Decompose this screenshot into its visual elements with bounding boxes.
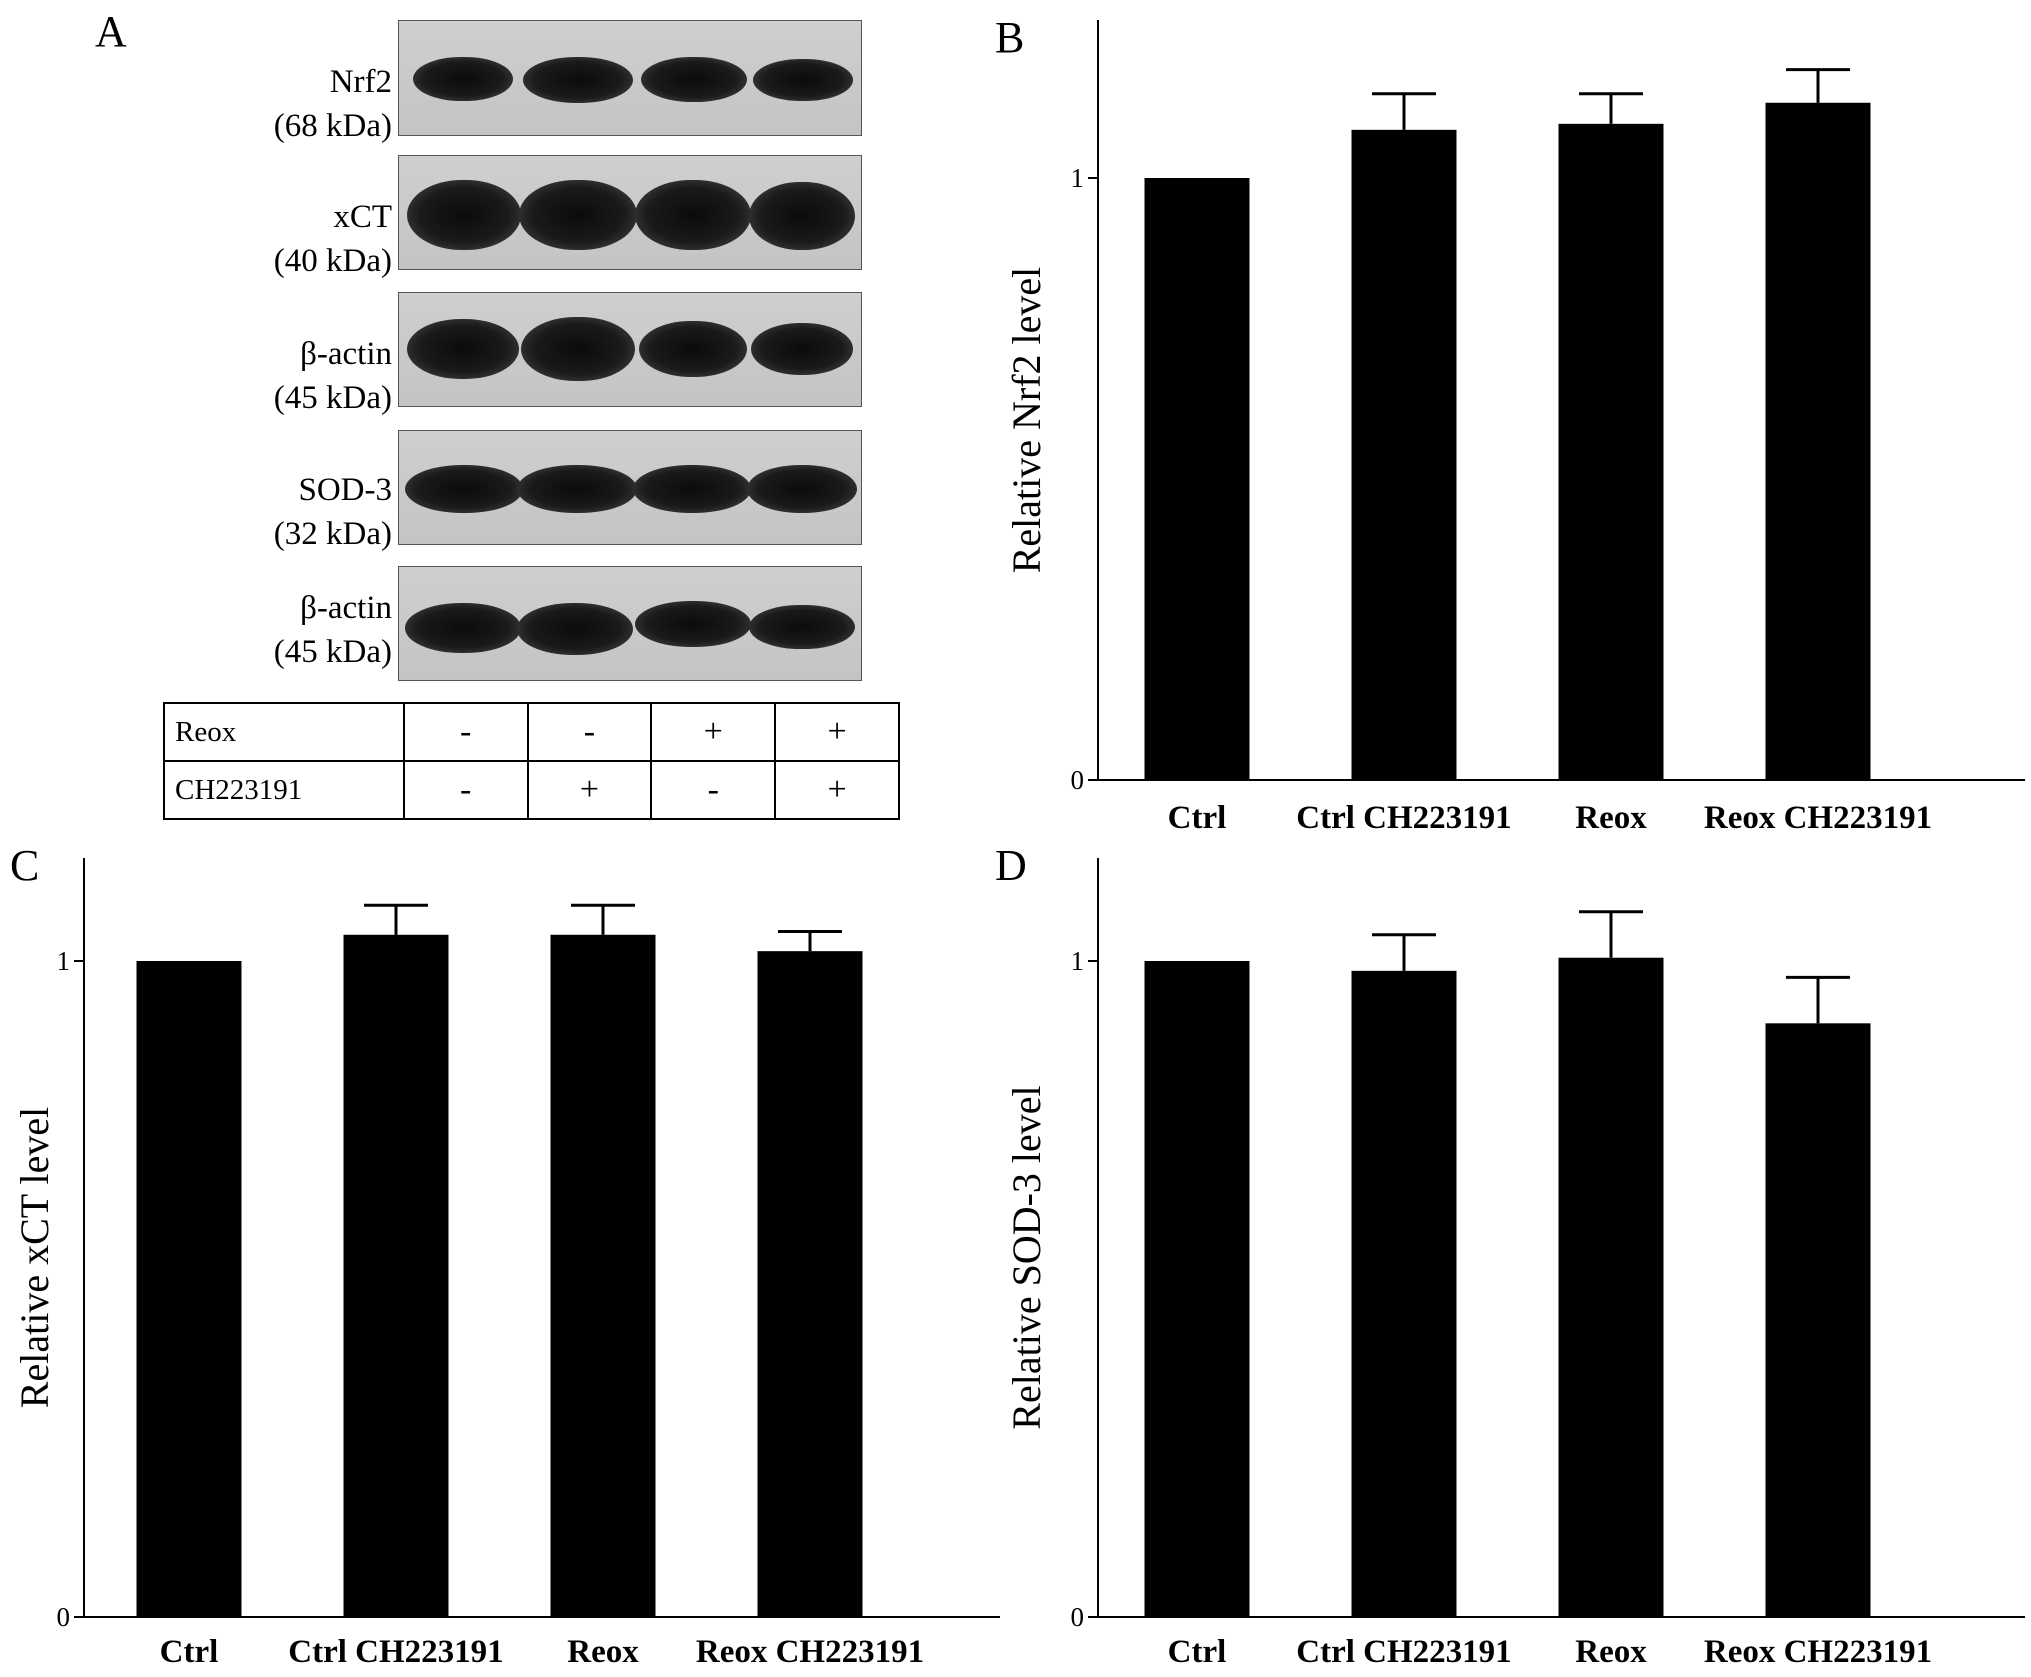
bar [1351, 129, 1457, 781]
x-tick-label: Ctrl CH223191 [1296, 1634, 1511, 1670]
bar [550, 934, 656, 1617]
bar [1765, 102, 1871, 780]
blot-band [749, 182, 855, 250]
y-tick-label: 0 [1071, 765, 1085, 795]
treatment-sign: + [526, 760, 653, 820]
y-axis-label: Relative xCT level [12, 1107, 57, 1408]
chart-d-sod3: 0 1 Relative SOD-3 level Ctrl Ctrl CH223191 R… [1004, 858, 2025, 1670]
blot-strip-sod3 [398, 430, 862, 545]
blot-band [519, 180, 637, 250]
x-tick-label: Reox [1575, 1634, 1647, 1670]
blot-label-sod3: SOD-3 (32 kDa) [127, 468, 392, 556]
panel-letter-c: C [10, 841, 40, 890]
y-tick-label: 1 [1071, 163, 1085, 193]
blot-strip-beta-actin-2 [398, 566, 862, 681]
blot-label-beta-actin-1: β-actin (45 kDa) [127, 332, 392, 420]
treatment-sign: + [774, 702, 900, 762]
panel-letter-b: B [995, 13, 1025, 62]
blot-strip-beta-actin-1 [398, 292, 862, 407]
treatment-sign: + [650, 702, 777, 762]
blot-strip-xct [398, 155, 862, 270]
y-tick-label: 1 [57, 946, 71, 976]
treatment-label: Reox [163, 702, 405, 762]
blot-band [641, 57, 747, 102]
blot-band [413, 57, 513, 101]
blot-molecular-weight: (45 kDa) [273, 634, 392, 670]
x-tick-label: Ctrl CH223191 [288, 1634, 503, 1670]
blot-label-beta-actin-2: β-actin (45 kDa) [127, 586, 392, 674]
panel-letter-d: D [995, 841, 1027, 890]
bar [136, 961, 242, 1617]
blot-band [521, 317, 635, 381]
blot-protein-name: SOD-3 [298, 472, 392, 508]
treatment-row-ch223191: CH223191 - + - + [163, 760, 900, 820]
blot-protein-name: β-actin [300, 336, 392, 372]
treatment-row-reox: Reox - - + + [163, 702, 900, 762]
y-tick-label: 1 [1071, 946, 1085, 976]
blot-molecular-weight: (45 kDa) [273, 380, 392, 416]
blot-band [633, 465, 751, 513]
blot-band [407, 319, 519, 379]
x-tick-label: Reox CH223191 [1704, 1634, 1932, 1670]
blot-band [747, 465, 857, 513]
blot-band [517, 465, 637, 513]
treatment-sign: - [526, 702, 653, 762]
y-axis-label: Relative Nrf2 level [1004, 267, 1049, 574]
bar [1765, 1023, 1871, 1617]
x-tick-label: Reox CH223191 [1704, 800, 1932, 836]
blot-band [635, 180, 751, 250]
treatment-sign: - [402, 760, 529, 820]
y-tick-label: 0 [57, 1602, 71, 1632]
blot-band [405, 465, 523, 513]
panel-letter-a: A [95, 7, 127, 56]
bar [343, 934, 449, 1617]
treatment-sign: - [650, 760, 777, 820]
blot-band [407, 180, 521, 250]
x-tick-label: Reox CH223191 [696, 1634, 924, 1670]
bar [1558, 957, 1664, 1617]
treatment-sign: + [774, 760, 900, 820]
x-tick-label: Ctrl [1168, 800, 1227, 836]
blot-band [523, 57, 633, 103]
blot-molecular-weight: (40 kDa) [273, 243, 392, 279]
x-tick-label: Ctrl [160, 1634, 219, 1670]
blot-band [635, 601, 751, 647]
blot-band [753, 59, 853, 101]
chart-c-xct: 0 1 Relative xCT level Ctrl Ctrl CH223191 Reo… [12, 858, 1000, 1670]
treatment-table: Reox - - + + CH223191 - + - + [163, 702, 900, 820]
y-axis-label: Relative SOD-3 level [1004, 1085, 1049, 1429]
blot-band [639, 321, 747, 377]
blot-protein-name: Nrf2 [329, 64, 392, 100]
blot-molecular-weight: (68 kDa) [273, 108, 392, 144]
blot-molecular-weight: (32 kDa) [273, 516, 392, 552]
bar [1351, 970, 1457, 1617]
blot-strip-nrf2 [398, 20, 862, 136]
treatment-sign: - [402, 702, 529, 762]
blot-protein-name: xCT [333, 199, 392, 235]
blot-band [517, 603, 633, 655]
bar [1558, 123, 1664, 780]
x-tick-label: Ctrl [1168, 1634, 1227, 1670]
x-tick-label: Ctrl CH223191 [1296, 800, 1511, 836]
western-blot-panel: Nrf2 (68 kDa) xCT (40 kDa) β-actin (45 k… [0, 0, 900, 830]
bar [757, 951, 863, 1617]
x-tick-label: Reox [567, 1634, 639, 1670]
blot-band [751, 323, 853, 375]
blot-label-xct: xCT (40 kDa) [127, 195, 392, 283]
bar [1144, 961, 1250, 1617]
y-tick-label: 0 [1071, 1602, 1085, 1632]
bar [1144, 178, 1250, 780]
chart-b-nrf2: 0 1 Relative Nrf2 level Ctrl Ctrl CH223191 Re… [1004, 20, 2025, 836]
blot-protein-name: β-actin [300, 590, 392, 626]
blot-label-nrf2: Nrf2 (68 kDa) [127, 60, 392, 148]
blot-band [405, 603, 521, 653]
treatment-label: CH223191 [163, 760, 405, 820]
x-tick-label: Reox [1575, 800, 1647, 836]
blot-band [749, 605, 855, 649]
